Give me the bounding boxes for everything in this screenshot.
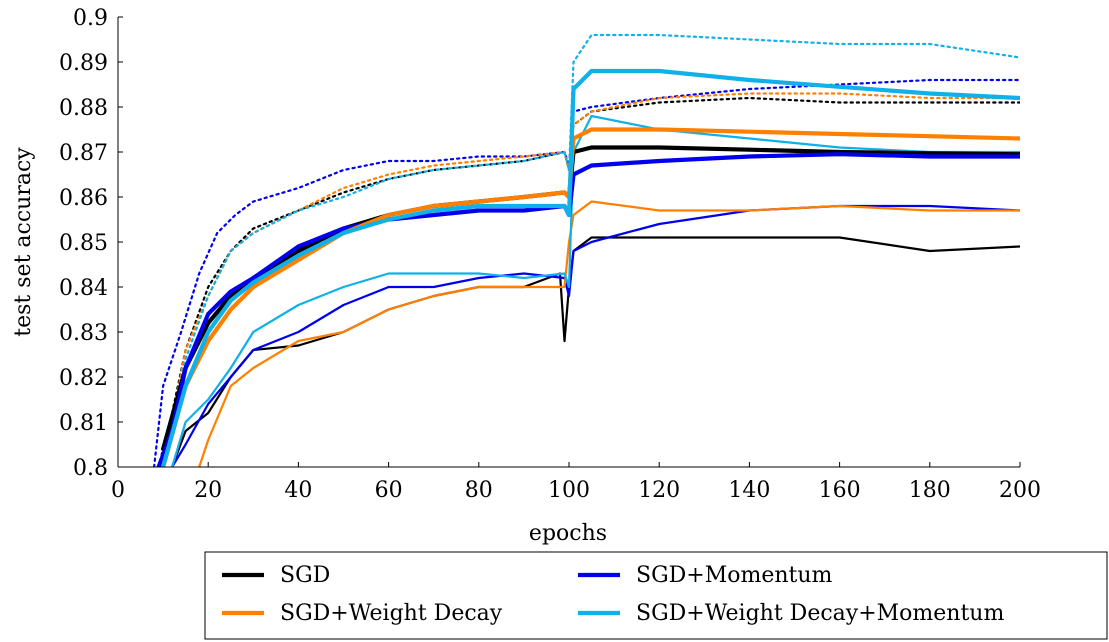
x-tick-label: 20 [194, 478, 222, 503]
y-tick-label: 0.86 [59, 186, 108, 211]
y-axis-label: test set accuracy [11, 147, 36, 337]
x-tick-label: 40 [284, 478, 312, 503]
legend-label: SGD+Weight Decay [280, 601, 503, 626]
series-line-sgd-weight-decay-dotted [157, 92, 1020, 467]
x-tick-label: 140 [728, 478, 770, 503]
series-line-sgd-weight-decay-momentum-solid-thin [171, 114, 1020, 467]
y-tick-label: 0.8 [73, 456, 108, 481]
x-tick-label: 180 [909, 478, 951, 503]
y-tick-label: 0.83 [59, 321, 108, 346]
axes: 0 20 40 60 80 100 120 140 160 180 200 0.8 0.81 0.82 0.… [59, 6, 1041, 503]
series-line-sgd-solid-thin [171, 236, 1020, 467]
x-tick-label: 60 [375, 478, 403, 503]
series-line-sgd-momentum-solid-thick [156, 152, 1020, 467]
y-tick-label: 0.87 [59, 141, 108, 166]
x-tick-label: 80 [465, 478, 493, 503]
y-tick-label: 0.89 [59, 51, 108, 76]
y-tick-label: 0.81 [59, 411, 108, 436]
x-tick-label: 0 [111, 478, 125, 503]
x-axis-label: epochs [529, 521, 607, 546]
x-tick-label: 200 [999, 478, 1041, 503]
y-tick-label: 0.84 [59, 276, 108, 301]
y-tick-label: 0.85 [59, 231, 108, 256]
legend-label: SGD+Momentum [636, 563, 833, 588]
y-tick-label: 0.82 [59, 366, 108, 391]
x-tick-label: 120 [638, 478, 680, 503]
x-tick-label: 100 [548, 478, 590, 503]
series-line-sgd-weight-decay-solid-thick [161, 127, 1020, 467]
plot-area [153, 33, 1020, 467]
legend-label: SGD [280, 563, 330, 588]
y-tick-label: 0.88 [59, 96, 108, 121]
series-line-sgd-weight-decay-solid-thin [198, 200, 1020, 467]
legend: SGD SGD+Momentum SGD+Weight Decay SGD+Weigh… [204, 551, 1108, 640]
legend-label: SGD+Weight Decay+Momentum [636, 601, 1004, 626]
series-line-sgd-dotted [157, 96, 1020, 467]
series-line-sgd-solid-thick [161, 145, 1020, 452]
y-tick-label: 0.9 [73, 6, 108, 31]
series-line-sgd-momentum-dotted [153, 78, 1020, 467]
x-tick-label: 160 [819, 478, 861, 503]
legend-box [204, 551, 1108, 640]
series-line-sgd-weight-decay-momentum-dotted [157, 33, 1020, 467]
series-line-sgd-weight-decay-momentum-solid-thick [161, 68, 1020, 467]
